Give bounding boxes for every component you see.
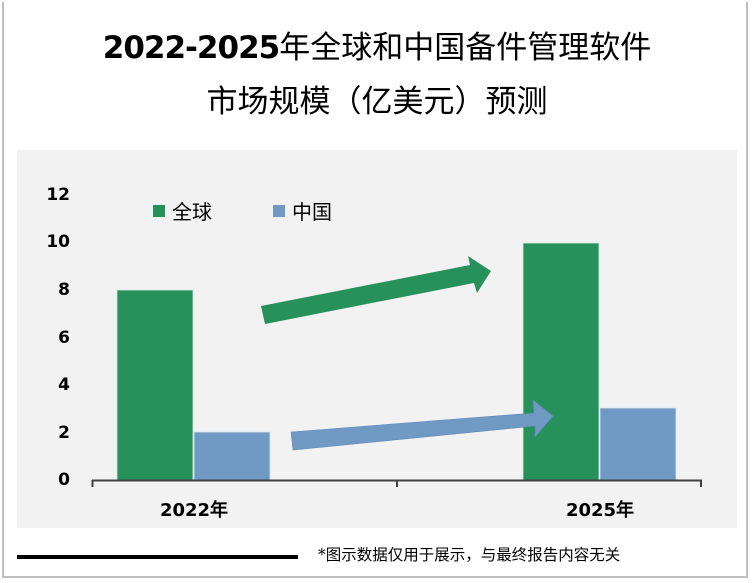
trend-arrow-china-icon: [290, 399, 554, 451]
chart-title-line-1: 2022-2025年全球和中国备件管理软件: [0, 28, 754, 68]
legend-swatch-global-icon: [153, 204, 165, 217]
trend-arrow-global-icon: [261, 256, 491, 324]
chart-title-line-2: 市场规模（亿美元）预测: [206, 84, 548, 120]
legend-item-china: 中国: [273, 196, 332, 225]
y-tick-6: 6: [58, 328, 70, 348]
y-tick-8: 8: [58, 280, 70, 300]
footnote-disclaimer: *图示数据仅用于展示，与最终报告内容无关: [318, 546, 621, 564]
legend-swatch-china-icon: [273, 204, 285, 217]
x-label-2022: 2022年: [159, 500, 229, 521]
bar-2022-china: [193, 431, 271, 481]
y-tick-2: 2: [58, 423, 70, 443]
bar-2025-china: [599, 407, 677, 481]
y-tick-12: 12: [46, 185, 70, 205]
x-label-2025: 2025年: [565, 500, 635, 521]
title-subject: 年全球和中国备件管理软件: [279, 30, 652, 66]
legend-label-global: 全球: [172, 200, 212, 224]
legend-item-global: 全球: [153, 196, 212, 225]
y-tick-10: 10: [46, 232, 70, 252]
footer-rule: [17, 555, 298, 559]
y-tick-4: 4: [58, 375, 70, 395]
bar-2022-global: [116, 289, 194, 481]
bar-2025-global: [522, 242, 600, 481]
legend-label-china: 中国: [292, 200, 332, 224]
title-year-range: 2022-2025: [102, 30, 280, 66]
y-tick-0: 0: [58, 470, 70, 490]
